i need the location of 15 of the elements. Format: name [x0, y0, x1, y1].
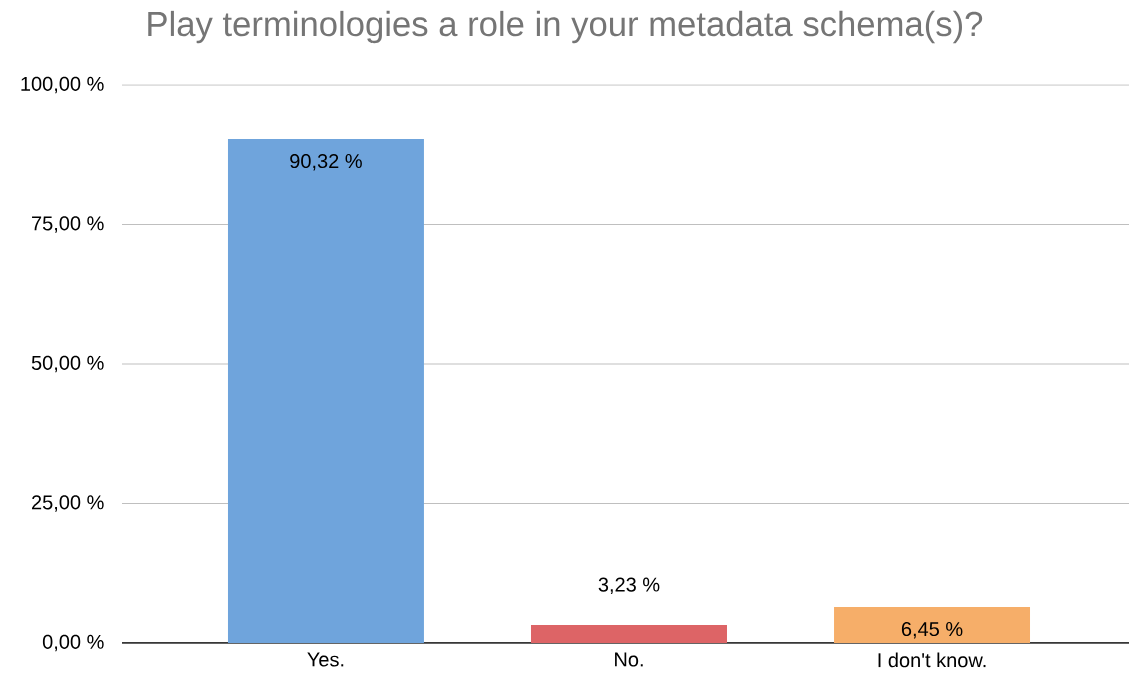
- y-tick-label: 0,00 %: [42, 634, 104, 652]
- y-tick-label: 25,00 %: [32, 495, 104, 512]
- data-label: 6,45 %: [901, 621, 963, 639]
- y-tick-label: 75,00 %: [32, 216, 104, 233]
- x-tick-label: No.: [615, 652, 643, 667]
- chart-title: Play terminologies a role in your metadata schema(s)?: [148, 10, 983, 44]
- bar: [834, 607, 1031, 643]
- y-tick-label: 50,00 %: [31, 355, 104, 373]
- x-tick-label: Yes.: [307, 652, 344, 667]
- bar: [530, 624, 727, 643]
- data-label: 90,32 %: [290, 153, 362, 171]
- x-tick-label: I don't know.: [878, 652, 986, 668]
- y-tick-label: 100,00 %: [21, 76, 104, 94]
- data-label: 3,23 %: [598, 577, 660, 595]
- bar: [227, 139, 424, 643]
